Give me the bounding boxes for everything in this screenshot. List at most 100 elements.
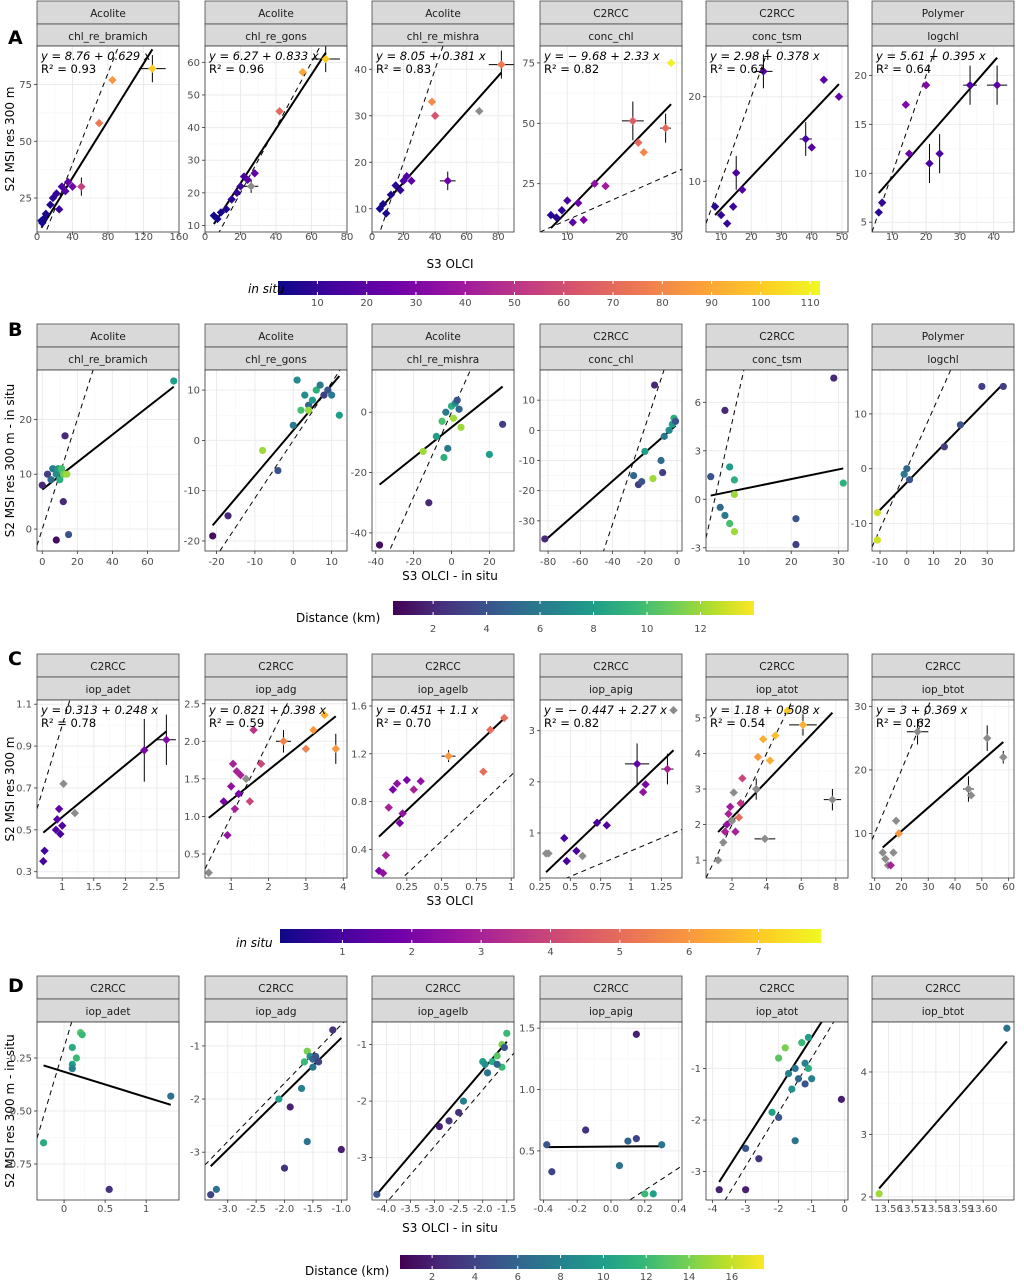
y-tick-label: -1 [691, 1064, 701, 1075]
data-point [628, 116, 638, 126]
data-point [730, 528, 739, 536]
r-squared-label: R² = 0.78 [41, 716, 96, 730]
y-tick-label: 4 [695, 749, 701, 760]
data-point [207, 1191, 215, 1199]
data-point [396, 185, 405, 195]
data-point [671, 417, 680, 425]
y-tick-label: -20 [519, 486, 535, 497]
data-point [658, 1141, 666, 1149]
plot-background [706, 1022, 848, 1200]
facet-C-2: C2RCC iop_adg 1 2 3 4 0.5 1.0 1.5 2.0 2.5 y = 0.821… [184, 653, 348, 893]
regression-line [211, 375, 341, 527]
data-point [483, 1069, 492, 1077]
x-axis-title: S3 OLCI [426, 894, 473, 908]
legend-title: Distance (km) [305, 1264, 389, 1278]
data-point [726, 802, 735, 811]
data-point [297, 406, 305, 414]
x-tick-label: -10 [247, 557, 263, 568]
facet-strip-variable: iop_adg [255, 684, 296, 696]
facet-C-6: C2RCC iop_btot 10 20 30 40 50 60 10 20 30 y = 3 + 0… [854, 653, 1015, 893]
facet-strip-variable: logchl [927, 354, 958, 366]
data-point [638, 478, 646, 486]
data-point [992, 80, 1002, 90]
data-point [320, 710, 329, 720]
data-point [312, 386, 320, 394]
data-point [303, 1137, 311, 1146]
legend-tick-label: 14 [683, 1272, 696, 1283]
data-point [486, 725, 495, 735]
x-tick-label: 0 [39, 557, 45, 568]
data-point [382, 209, 391, 218]
facet-strip-method: C2RCC [425, 983, 460, 995]
x-tick-label: 80 [102, 232, 115, 243]
x-tick-label: -3.0 [218, 1204, 238, 1215]
x-tick-label: 2 [729, 882, 735, 893]
x-tick-label: 13.60 [969, 1204, 998, 1215]
x-tick-label: -40 [604, 557, 620, 568]
data-point [801, 134, 810, 144]
y-tick-label: 10 [522, 396, 535, 407]
data-point [641, 447, 649, 456]
panel-border [36, 699, 180, 879]
y-tick-label: 40 [187, 123, 200, 134]
legend-title: in situ [236, 936, 273, 950]
legend-tick-label: 8 [590, 624, 596, 635]
plot-contents [37, 1022, 175, 1194]
reference-line-dashed [388, 1052, 514, 1200]
regression-equation: y = 8.05 + 0.381 x [375, 49, 486, 63]
x-tick-label: -2.0 [275, 1204, 295, 1215]
facet-strip-variable: iop_adg [255, 1006, 296, 1018]
panel-border [539, 1021, 683, 1201]
data-point [592, 818, 602, 827]
reference-line-dashed [205, 1022, 345, 1166]
regression-line [545, 749, 675, 873]
facet-A-3: Acolite chl_re_mishra 0 20 40 60 80 10 20 30 40 y =… [354, 0, 515, 243]
data-point [765, 756, 775, 765]
x-tick-label: 20 [745, 232, 758, 243]
facet-B-2: Acolite chl_re_gons -20 -10 0 10 -20 -10 0 10 [184, 323, 348, 568]
data-point [562, 856, 571, 866]
data-point [328, 391, 336, 399]
regression-equation: y = 3 + 0.369 x [875, 703, 968, 717]
data-point [222, 204, 231, 214]
x-tick-label: 20 [785, 557, 798, 568]
data-point [758, 734, 768, 744]
facet-strip-method: C2RCC [258, 661, 293, 673]
y-tick-label: -2 [190, 1095, 200, 1106]
y-tick-label: -2 [691, 1116, 701, 1127]
panel-border [371, 699, 515, 879]
regression-line [378, 385, 504, 486]
r-squared-label: R² = 0.70 [376, 716, 431, 730]
y-tick-label: 3 [695, 446, 701, 457]
data-point [455, 405, 463, 413]
data-point [999, 753, 1008, 762]
data-point [632, 1135, 640, 1143]
data-point [771, 731, 780, 740]
data-point [228, 759, 238, 769]
plot-contents [373, 1029, 514, 1200]
data-point [807, 143, 816, 152]
plot-contents [706, 46, 844, 228]
data-point [783, 706, 792, 715]
x-tick-label: -1 [807, 1204, 817, 1215]
legend-tick-label: 110 [801, 298, 820, 309]
x-tick-label: 4 [763, 882, 769, 893]
data-point [731, 827, 740, 836]
data-point [303, 1047, 311, 1055]
panel-border [204, 1021, 348, 1201]
plot-contents [715, 1022, 845, 1200]
data-point [398, 809, 407, 818]
y-tick-label: 10 [854, 409, 867, 420]
data-point [232, 188, 242, 198]
data-point [384, 803, 393, 812]
data-point [170, 377, 178, 385]
reference-line-dashed [540, 168, 682, 232]
data-point [661, 123, 670, 133]
data-point [629, 471, 638, 480]
x-tick-label: 10 [886, 232, 899, 243]
reference-line-dashed [388, 370, 472, 551]
reference-line-dashed [603, 370, 665, 551]
data-point [819, 75, 829, 85]
data-point [241, 774, 251, 784]
data-point [548, 1168, 556, 1176]
